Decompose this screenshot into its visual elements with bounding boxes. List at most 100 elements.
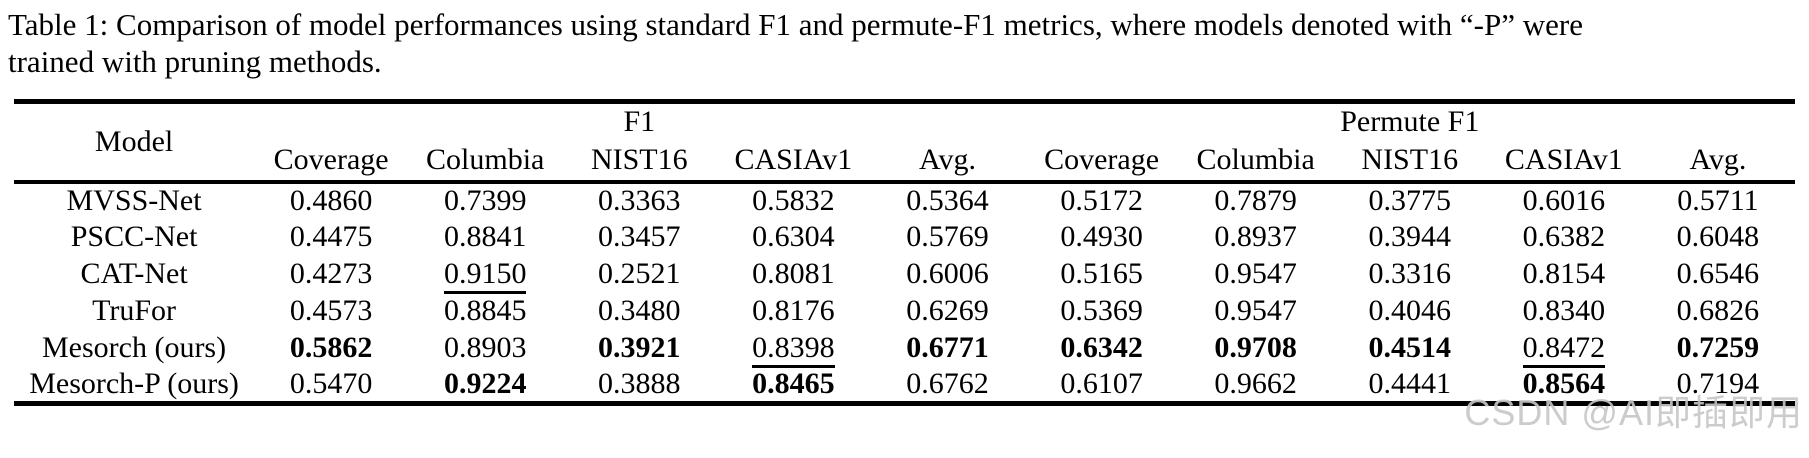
value-cell: 0.8398: [716, 330, 870, 368]
value-cell: 0.8841: [408, 219, 562, 256]
value-cell: 0.4441: [1333, 366, 1487, 404]
metric-value: 0.8176: [752, 294, 835, 327]
value-cell: 0.6771: [870, 330, 1024, 367]
value-cell: 0.9547: [1179, 293, 1333, 330]
value-cell: 0.3457: [562, 219, 716, 256]
table-row: Mesorch (ours) 0.5862 0.8903 0.3921 0.8398 0.…: [14, 330, 1795, 368]
metric-value: 0.5769: [906, 220, 989, 253]
value-cell: 0.9708: [1179, 330, 1333, 367]
metric-value: 0.6342: [1060, 331, 1143, 364]
metric-value: 0.5172: [1060, 184, 1143, 217]
value-cell: 0.8903: [408, 330, 562, 367]
value-cell: 0.8472: [1487, 330, 1641, 368]
metric-value: 0.4046: [1368, 294, 1451, 327]
table-row: CAT-Net 0.4273 0.9150 0.2521 0.8081 0.6006 0.5…: [14, 256, 1795, 294]
column-header-f1-avg: Avg.: [919, 142, 976, 176]
value-cell: 0.3316: [1333, 256, 1487, 293]
metric-value: 0.4273: [289, 257, 373, 290]
metric-value: 0.4475: [289, 220, 373, 253]
value-cell: 0.7259: [1641, 330, 1795, 367]
column-header-f1-casiav1: CASIAv1: [734, 142, 853, 176]
metric-value: 0.4441: [1368, 366, 1451, 404]
metric-value: 0.9547: [1214, 257, 1297, 290]
value-cell: 0.4475: [254, 219, 408, 256]
metric-value: 0.3921: [598, 331, 681, 364]
metric-value: 0.3363: [598, 184, 681, 217]
metric-value: 0.5364: [906, 184, 989, 217]
value-cell: 0.9662: [1179, 366, 1333, 404]
metric-value: 0.6016: [1522, 184, 1606, 217]
metric-value: 0.3944: [1368, 220, 1451, 253]
metric-value: 0.6771: [906, 331, 989, 364]
metric-value: 0.9224: [443, 366, 527, 400]
value-cell: 0.6269: [870, 293, 1024, 330]
value-cell: 0.3888: [562, 366, 716, 404]
column-header-pf1-coverage: Coverage: [1044, 142, 1160, 176]
column-header-pf1-columbia: Columbia: [1196, 142, 1315, 176]
metric-value: 0.8465: [752, 366, 835, 400]
column-header-f1-coverage: Coverage: [273, 142, 389, 176]
group-header-permute-f1: Permute F1: [1340, 104, 1480, 138]
metric-value: 0.5832: [752, 184, 835, 217]
value-cell: 0.8081: [716, 256, 870, 293]
group-header-row: Model F1 Permute F1: [14, 102, 1795, 158]
value-cell: 0.6762: [870, 366, 1024, 404]
model-name-cell: MVSS-Net: [66, 184, 202, 217]
value-cell: 0.4860: [254, 182, 408, 219]
value-cell: 0.3921: [562, 330, 716, 367]
value-cell: 0.5769: [870, 219, 1024, 256]
value-cell: 0.4573: [254, 293, 408, 330]
metric-value: 0.6107: [1060, 366, 1143, 404]
metric-value: 0.6304: [752, 220, 835, 253]
table-caption-line2: trained with pruning methods.: [8, 44, 382, 79]
model-name-cell: Mesorch-P (ours): [29, 366, 239, 400]
value-cell: 0.7399: [408, 182, 562, 219]
value-cell: 0.4273: [254, 256, 408, 293]
value-cell: 0.5364: [870, 182, 1024, 219]
value-cell: 0.6048: [1641, 219, 1795, 256]
column-header-f1-nist16: NIST16: [590, 142, 688, 176]
value-cell: 0.9150: [408, 256, 562, 294]
table-row: Mesorch-P (ours) 0.5470 0.9224 0.3888 0.8465…: [14, 366, 1795, 404]
column-header-f1-columbia: Columbia: [426, 142, 545, 176]
value-cell: 0.5711: [1641, 182, 1795, 219]
value-cell: 0.8176: [716, 293, 870, 330]
column-header-pf1-casiav1: CASIAv1: [1504, 142, 1623, 176]
value-cell: 0.7879: [1179, 182, 1333, 219]
metric-value: 0.8564: [1522, 366, 1606, 400]
value-cell: 0.9224: [408, 367, 562, 404]
metric-value: 0.8154: [1522, 257, 1606, 290]
metric-value: 0.8340: [1522, 294, 1606, 327]
value-cell: 0.3944: [1333, 219, 1487, 256]
value-cell: 0.3363: [562, 182, 716, 219]
value-cell: 0.6546: [1641, 256, 1795, 293]
column-header-model: Model: [94, 124, 174, 158]
value-cell: 0.6016: [1487, 182, 1641, 219]
metric-value: 0.5862: [289, 331, 373, 364]
table-row: TruFor 0.4573 0.8845 0.3480 0.8176 0.6269 0.53…: [14, 293, 1795, 330]
metric-value: 0.5165: [1060, 257, 1143, 290]
value-cell: 0.5862: [254, 330, 408, 367]
metric-value: 0.7194: [1676, 366, 1760, 404]
metric-value: 0.7399: [443, 184, 527, 217]
metric-value: 0.3888: [598, 366, 681, 404]
model-name-cell: PSCC-Net: [70, 220, 198, 253]
sub-header-row: Coverage Columbia NIST16 CASIAv1 Avg. Co…: [14, 140, 1795, 182]
value-cell: 0.8465: [716, 367, 870, 404]
metric-value: 0.4514: [1368, 331, 1451, 364]
metric-value: 0.6826: [1676, 294, 1760, 327]
metric-value: 0.5369: [1060, 294, 1143, 327]
metric-value: 0.6006: [906, 257, 989, 290]
metric-value: 0.4860: [289, 184, 373, 217]
value-cell: 0.5369: [1025, 293, 1179, 330]
metric-value: 0.3775: [1368, 184, 1451, 217]
table-header: Model F1 Permute F1 Coverage Columbia NI…: [14, 102, 1795, 182]
metric-value: 0.4573: [289, 294, 373, 327]
value-cell: 0.4046: [1333, 293, 1487, 330]
group-header-f1: F1: [623, 104, 656, 138]
value-cell: 0.5165: [1025, 256, 1179, 293]
column-header-pf1-avg: Avg.: [1689, 142, 1747, 176]
model-name-cell: Mesorch (ours): [41, 331, 227, 364]
value-cell: 0.5172: [1025, 182, 1179, 219]
